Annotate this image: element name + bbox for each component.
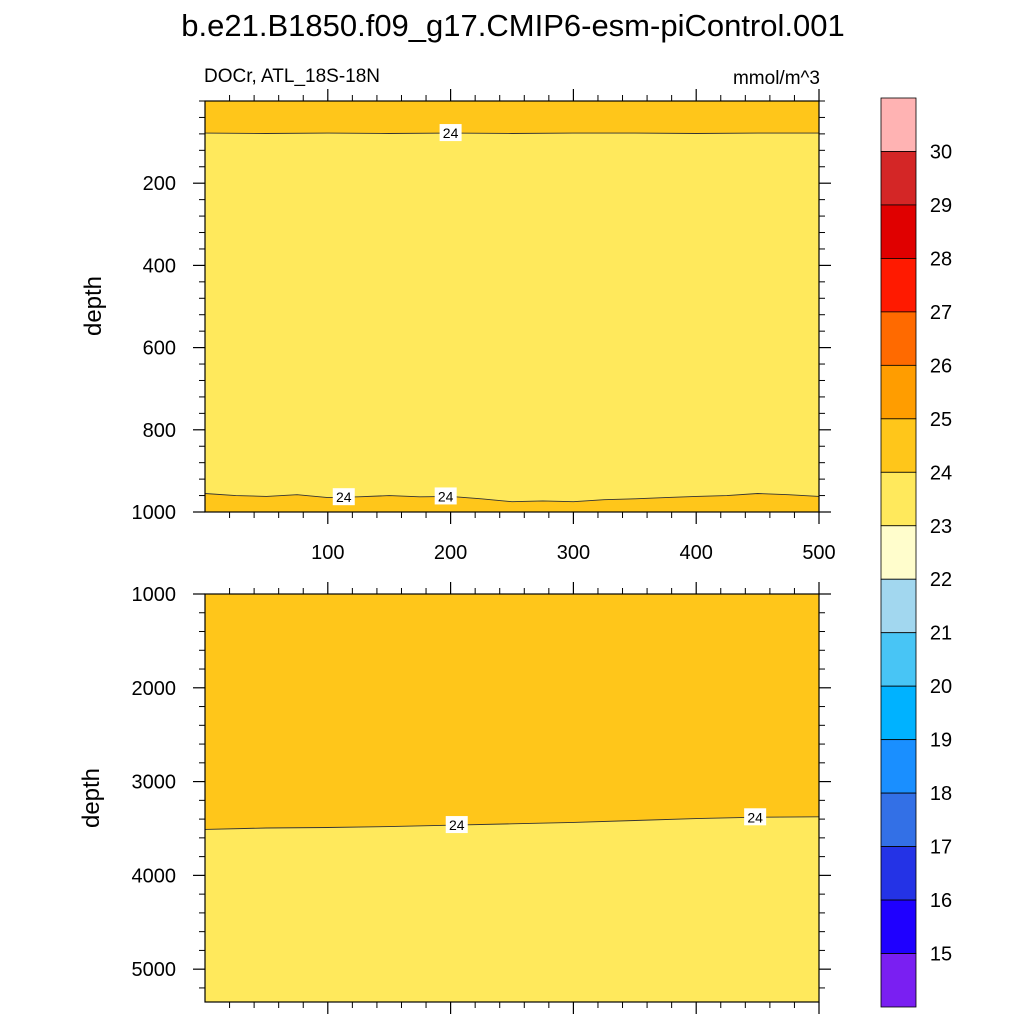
contour-label-background	[744, 808, 767, 826]
colorbar-swatch	[880, 899, 917, 954]
lower-panel: 24 24 1000 2000 3000 4000 5000	[132, 582, 831, 1014]
colorbar-label: 28	[930, 248, 952, 270]
lower-fill-region-0	[205, 594, 819, 830]
upper-contour-label: 24	[434, 487, 457, 505]
contour-label-background	[434, 487, 457, 505]
contour-label-text: 24	[438, 488, 454, 504]
colorbar-label: 26	[930, 355, 952, 377]
colorbar-label: 27	[930, 302, 952, 324]
upper-x-tick-label: 100	[311, 542, 344, 564]
colorbar-label: 19	[930, 730, 952, 752]
colorbar-label: 18	[930, 783, 952, 805]
upper-x-tick-label: 500	[802, 542, 835, 564]
upper-fill-region-2	[205, 493, 819, 512]
lower-y-tick-label: 4000	[132, 865, 177, 887]
contour-label-text: 24	[747, 809, 763, 825]
colorbar-swatch	[880, 364, 917, 420]
colorbar-swatch	[880, 97, 917, 152]
colorbar-swatch	[880, 204, 917, 259]
colorbar-swatch	[880, 418, 917, 473]
colorbar-label: 20	[930, 676, 952, 698]
colorbar-swatch	[880, 792, 917, 847]
upper-contour-label: 24	[439, 124, 462, 142]
lower-y-tick-label: 5000	[132, 959, 177, 981]
upper-panel: 24 24 24 100 200 300 400 500 200 400 600 800 1000	[132, 89, 836, 564]
subtitle-right: mmol/m^3	[733, 68, 820, 89]
upper-x-tick-label: 400	[680, 542, 713, 564]
colorbar-label: 25	[930, 409, 952, 431]
upper-fill-region-1	[205, 133, 819, 502]
contour-label-background	[445, 816, 468, 834]
colorbar-swatch	[880, 471, 917, 527]
lower-y-tick-label: 2000	[132, 678, 177, 700]
lower-contour-label: 24	[445, 816, 468, 834]
contour-label-background	[332, 488, 355, 506]
lower-plot-frame	[204, 593, 820, 1003]
colorbar-label: 16	[930, 890, 952, 912]
colorbar-swatch	[880, 151, 917, 206]
upper-y-tick-label: 600	[143, 338, 176, 360]
colorbar-label: 24	[930, 462, 952, 484]
colorbar-swatch	[880, 846, 917, 901]
upper-contour-label: 24	[332, 488, 355, 506]
lower-fill-region-1	[205, 816, 819, 1002]
contour-label-background	[439, 124, 462, 142]
colorbar: 30 29 28 27 26 25 24 23 22 21 20 19 18 17 16 15	[880, 97, 952, 1008]
upper-y-tick-label: 1000	[132, 502, 177, 524]
upper-y-tick-label: 400	[143, 255, 176, 277]
colorbar-label: 21	[930, 623, 952, 645]
upper-x-tick-label: 200	[434, 542, 467, 564]
upper-y-tick-label: 200	[143, 173, 176, 195]
subtitle-left: DOCr, ATL_18S-18N	[204, 66, 380, 87]
upper-x-tick-label: 300	[557, 542, 590, 564]
colorbar-swatch	[880, 525, 917, 580]
contour-label-text: 24	[449, 817, 465, 833]
figure-title: b.e21.B1850.f09_g17.CMIP6-esm-piControl.…	[181, 8, 844, 43]
colorbar-label: 29	[930, 195, 952, 217]
lower-contour-label: 24	[744, 808, 767, 826]
colorbar-swatch	[880, 953, 917, 1008]
lower-y-tick-label: 1000	[132, 584, 177, 606]
colorbar-swatch	[880, 739, 917, 794]
upper-ylabel: depth	[80, 276, 107, 336]
colorbar-swatch	[880, 258, 917, 313]
lower-ylabel: depth	[78, 768, 105, 828]
lower-contour-line	[204, 816, 820, 830]
upper-y-tick-label: 800	[143, 420, 176, 442]
upper-fill-region-0	[205, 101, 819, 134]
colorbar-swatch	[880, 578, 917, 634]
upper-plot-frame	[204, 100, 820, 513]
lower-y-tick-label: 3000	[132, 772, 177, 794]
colorbar-swatch	[880, 685, 917, 741]
colorbar-label: 17	[930, 837, 952, 859]
contour-label-text: 24	[336, 489, 352, 505]
colorbar-label: 23	[930, 516, 952, 538]
colorbar-swatch	[880, 311, 917, 366]
colorbar-label: 30	[930, 141, 952, 163]
colorbar-swatch	[880, 632, 917, 687]
upper-contour-line	[204, 493, 820, 503]
colorbar-label: 15	[930, 944, 952, 966]
colorbar-label: 22	[930, 569, 952, 591]
contour-label-text: 24	[443, 125, 459, 141]
